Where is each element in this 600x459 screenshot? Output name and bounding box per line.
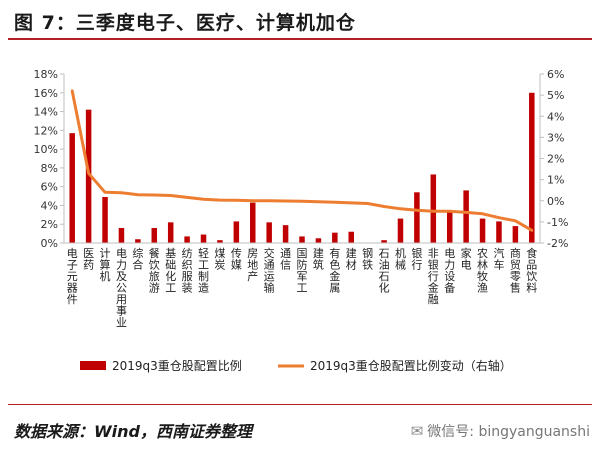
category-label: 通信 [280,247,291,272]
bar [397,218,404,243]
bar [233,221,240,243]
data-source: 数据来源：Wind，西南证券整理 [14,422,252,441]
category-label: 汽车 [493,246,504,272]
left-tick-label: 18% [34,68,58,81]
bar [167,222,174,243]
bar [446,212,453,243]
bar [85,109,92,243]
category-label: 医药 [83,247,94,272]
left-tick-label: 10% [34,143,58,156]
bar [332,232,338,243]
category-label: 交通运输 [264,246,275,295]
bar [217,240,223,243]
right-tick-label: 1% [547,174,564,187]
right-tick-label: 0% [547,195,564,208]
category-label: 轻工制造 [198,246,209,295]
category-label: 基础化工 [165,247,176,295]
right-tick-label: 5% [547,89,564,102]
left-tick-label: 6% [41,181,58,194]
bar [102,196,108,243]
title-divider [8,38,592,40]
left-tick-label: 16% [34,87,58,100]
bar [496,221,502,243]
left-tick-label: 2% [41,218,58,231]
category-label: 电力设备 [444,247,455,295]
legend-bar-swatch [80,361,106,370]
bar [430,174,437,243]
category-label: 商贸零售 [510,246,521,295]
right-tick-label: 4% [547,110,564,123]
category-label: 建材 [346,246,357,272]
bar [135,239,141,243]
bar [266,222,272,243]
category-label: 建筑 [313,246,324,272]
left-tick-label: 8% [41,162,58,175]
left-tick-label: 4% [41,199,58,212]
category-label: 有色金属 [329,246,340,295]
bar [151,227,158,243]
category-label: 银行 [411,246,422,272]
category-label: 家电 [461,246,472,272]
category-label: 非银行金融 [428,247,439,306]
right-tick-label: 3% [547,131,564,144]
change-line [70,89,534,232]
category-label: 农林牧渔 [477,246,488,295]
footer-divider [8,404,592,405]
right-tick-label: 6% [547,68,564,81]
category-label: 电子元器件 [67,247,78,306]
bar [463,190,469,243]
category-label: 计算机 [100,247,111,283]
right-tick-label: 2% [547,153,564,166]
bar [282,225,289,243]
left-tick-label: 0% [41,237,58,250]
bar [381,240,387,243]
bar [299,236,305,243]
category-label: 石油石化 [379,247,390,295]
category-label: 食品饮料 [526,246,537,295]
bar [250,202,256,243]
category-label: 房地产 [247,247,258,283]
wechat-id: 微信号: bingyanguanshi [427,424,590,440]
category-label: 钢铁 [362,247,373,272]
bar [315,238,322,243]
category-label: 纺织服装 [182,246,193,295]
category-label: 机械 [395,246,406,272]
category-label: 传媒 [231,247,242,272]
right-tick-label: -1% [547,216,568,229]
category-label: 国防军工 [297,247,308,295]
bar [512,226,519,243]
legend-bar-label: 2019q3重仓股配置比例 [112,359,242,373]
category-label: 综合 [132,246,143,272]
bar [69,133,75,243]
bar [118,227,125,243]
bar [200,234,207,243]
wechat-watermark: ✉ 微信号: bingyanguanshi [411,421,590,441]
bar [348,231,354,243]
category-label: 餐饮旅游 [149,246,160,295]
legend-line-label: 2019q3重仓股配置比例变动（右轴） [310,358,512,373]
bar [184,236,190,243]
category-label: 煤炭 [214,247,225,272]
combo-chart: 0% 2% 4% 6% 8% 10% 12% 14% 16% 18% -2% -1% 0% 1% 2% 3% 4… [34,68,569,373]
bar [414,192,420,243]
bar [479,218,486,243]
left-tick-label: 12% [34,124,58,137]
category-label: 电力及公用事业 [116,247,127,329]
wechat-icon: ✉ [410,422,424,440]
bar [529,92,535,244]
left-tick-label: 14% [34,106,58,119]
figure-title: 图 7：三季度电子、医疗、计算机加仓 [14,12,356,34]
right-tick-label: -2% [547,237,568,250]
